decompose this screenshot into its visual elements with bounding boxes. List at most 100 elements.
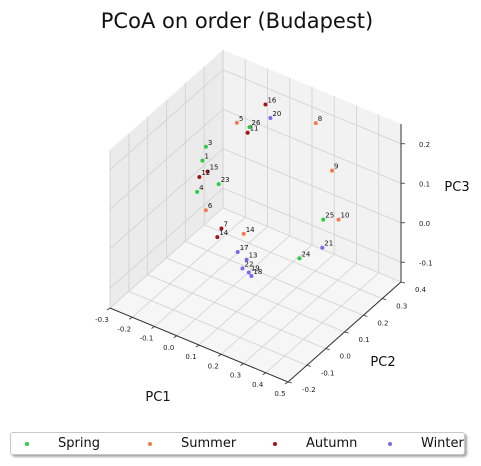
z-tick-label: 0.0 [419,220,430,228]
point-spring [297,256,302,261]
point-autumn [263,102,268,107]
x-tick-mark [129,316,133,320]
x-tick-mark [218,353,222,357]
y-axis-label: PC2 [370,355,395,370]
x-tick-mark [262,372,266,376]
point-label: 9 [334,163,338,171]
point-autumn [219,226,224,231]
point-summer [330,168,335,173]
point-summer [203,208,208,213]
point-label: 6 [208,202,213,210]
x-tick-label: 0.1 [185,353,196,361]
point-label: 19 [251,264,260,272]
x-tick-label: -0.3 [95,316,109,324]
grid-line-z-back [222,148,402,224]
legend-marker [148,441,152,446]
legend-item-summer: Summer [148,436,236,451]
x-tick-mark [173,335,177,339]
point-label: 25 [325,212,334,220]
grid-line-y-floor [147,274,326,350]
x-axis-label: PC1 [145,390,170,405]
legend-marker [388,441,392,446]
point-winter [268,116,273,121]
point-label: 22 [244,260,253,268]
grid-line-z-back [222,187,402,263]
point-summer [336,217,341,222]
point-label: 20 [272,110,281,118]
point-spring [200,158,205,163]
pcoa-3d-scatter-chart: PCoA on order (Budapest) -0.3 -0.2 -0.1 0.0… [95,9,469,405]
point-spring [247,125,252,130]
z-axis-label: PC3 [444,180,469,195]
grid-line-z-left [109,187,224,289]
point-label: 5 [239,115,243,123]
point-autumn [197,175,202,180]
point-label: 16 [267,97,276,105]
y-tick-label: 0.2 [377,319,388,327]
point-label: 23 [221,176,230,184]
x-tick-label: -0.1 [140,335,154,343]
point-summer [313,121,318,126]
x-tick-mark [284,381,289,385]
point-label: 7 [223,221,227,229]
point-label: 14 [246,226,255,234]
x-tick-label: -0.2 [117,325,131,333]
x-tick-mark [106,307,111,311]
grid-line-z-left [109,69,224,171]
z-tick-label: 0.1 [419,180,430,188]
grid-line-y-floor [166,257,345,333]
point-label: 11 [250,125,259,133]
point-label: 1 [204,153,208,161]
grid-line-y-floor [185,240,364,316]
legend-item-autumn: Autumn [273,436,357,451]
legend-label: Winter [421,436,464,451]
x-tick-label: 0.0 [163,344,174,352]
x-tick-mark [151,326,155,329]
point-label: 18 [253,268,262,276]
point-winter [240,266,245,271]
grid-line-z-back [222,69,402,145]
point-spring [195,189,200,194]
legend-label: Summer [181,436,237,451]
point-label: 13 [249,252,258,260]
x-tick-label: 0.2 [208,362,219,370]
point-label: 3 [208,139,212,147]
grid-line-y-floor [222,207,402,283]
point-label: 4 [199,184,204,192]
legend-item-winter: Winter [388,436,464,451]
grid-line-y-floor [128,290,307,366]
y-tick-mark [325,348,330,351]
point-winter [235,250,240,255]
point-label: 12 [201,169,210,177]
point-autumn [205,169,210,174]
point-label: 10 [341,212,350,220]
point-spring [216,182,221,187]
y-tick-mark [306,364,311,367]
grid-line-y-floor [204,224,383,300]
point-label: 15 [210,164,219,172]
point-label: 26 [252,119,261,127]
point-label: 24 [301,250,310,258]
point-summer [241,231,246,236]
point-winter [320,245,325,250]
point-winter [244,257,249,262]
point-autumn [245,130,250,135]
legend-item-spring: Spring [25,436,100,451]
legend-label: Spring [58,436,100,451]
x-tick-label: 0.3 [230,372,241,380]
y-tick-label: 0.1 [359,336,370,344]
y-tick-label: 0.3 [396,303,407,311]
y-tick-label: 0.0 [340,353,351,361]
grid-lines [109,50,402,383]
axis-panes [110,50,401,382]
point-autumn [215,235,220,240]
point-label: 14 [219,229,228,237]
point-spring [203,144,208,149]
grid-line-z-left [109,108,224,210]
legend: Spring Summer Autumn Winter [10,432,465,455]
x-tick-label: 0.5 [274,390,285,398]
y-tick-label: -0.1 [321,369,335,377]
point-label: 8 [318,115,322,123]
y-tick-mark [400,281,406,284]
point-winter [246,270,251,275]
